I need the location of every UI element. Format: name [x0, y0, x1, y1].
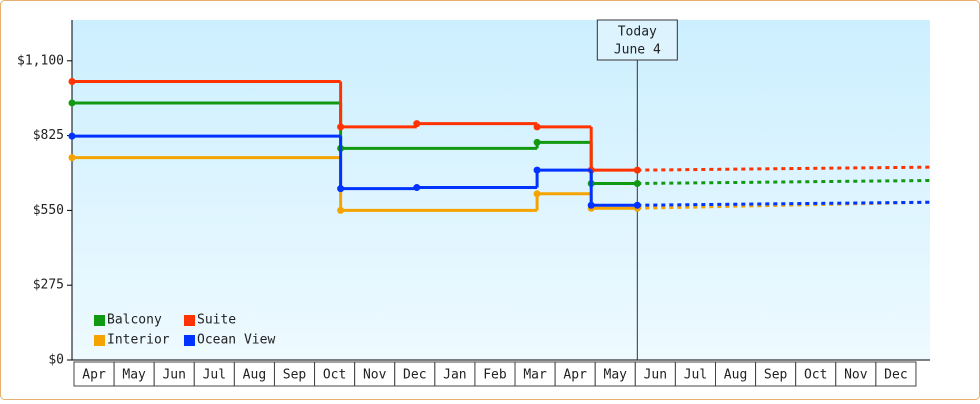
x-tick-label: May — [122, 368, 146, 383]
x-tick-label: Sep — [764, 368, 788, 383]
x-tick-cell — [113, 361, 155, 387]
price-point — [413, 184, 421, 192]
x-tick-label: Dec — [403, 368, 426, 383]
legend-label: Interior — [107, 333, 170, 348]
x-tick-cell — [594, 361, 636, 387]
x-tick-cell — [153, 361, 195, 387]
x-tick-label: Apr — [563, 368, 587, 383]
legend-label: Ocean View — [197, 333, 275, 348]
x-tick-cell — [835, 361, 877, 387]
y-tick-label: $550 — [33, 203, 64, 218]
legend-swatch — [94, 335, 105, 346]
legend-swatch — [184, 335, 195, 346]
x-tick-cell — [314, 361, 356, 387]
x-tick-label: Nov — [363, 368, 387, 383]
forecast-line — [637, 178, 931, 185]
plot-area — [72, 20, 930, 360]
price-point — [587, 201, 595, 209]
x-tick-label: Sep — [283, 368, 307, 383]
x-tick-cell — [714, 361, 757, 387]
x-tick-label: Apr — [82, 368, 106, 383]
x-tick-label: Nov — [844, 368, 868, 383]
x-tick-label: Aug — [724, 368, 747, 383]
legend-label: Balcony — [107, 313, 162, 328]
price-point — [413, 120, 421, 128]
forecast-line — [637, 165, 931, 172]
x-tick-label: Jul — [203, 368, 226, 383]
x-tick-cell — [674, 361, 716, 387]
forecast-line — [637, 200, 931, 207]
x-tick-cell — [273, 361, 316, 387]
x-tick-cell — [875, 361, 917, 387]
legend-swatch — [94, 315, 105, 326]
today-label: Today — [618, 25, 657, 40]
price-point — [533, 190, 541, 198]
x-tick-cell — [354, 361, 396, 387]
price-point — [337, 123, 345, 131]
legend-label: Suite — [197, 313, 236, 328]
x-tick-label: Oct — [323, 368, 346, 383]
y-tick-label: $275 — [33, 278, 64, 293]
y-tick-label: $1,100 — [17, 53, 64, 68]
x-tick-cell — [795, 361, 837, 387]
x-tick-label: Dec — [884, 368, 907, 383]
y-tick-label: $825 — [33, 128, 64, 143]
price-point — [68, 99, 76, 107]
price-point — [533, 138, 541, 146]
x-tick-label: Feb — [483, 368, 507, 383]
x-tick-cell — [434, 361, 476, 387]
x-tick-label: Jun — [162, 368, 185, 383]
x-tick-cell — [394, 361, 436, 387]
x-tick-cell — [193, 361, 235, 387]
y-tick-label: $0 — [48, 353, 64, 368]
x-tick-cell — [233, 361, 275, 387]
price-point — [68, 77, 76, 85]
price-point — [533, 166, 541, 174]
today-label: June 4 — [614, 43, 661, 58]
price-point — [337, 206, 345, 214]
x-tick-label: May — [604, 368, 628, 383]
price-point — [533, 123, 541, 131]
x-tick-label: Oct — [804, 368, 827, 383]
x-tick-label: Jan — [443, 368, 466, 383]
x-tick-label: Jun — [644, 368, 667, 383]
x-tick-label: Aug — [243, 368, 266, 383]
x-tick-label: Jul — [684, 368, 707, 383]
x-tick-cell — [755, 361, 797, 387]
legend-swatch — [184, 315, 195, 326]
price-point — [68, 154, 76, 162]
x-tick-cell — [474, 361, 516, 387]
x-tick-label: Mar — [523, 368, 547, 383]
price-point — [337, 185, 345, 193]
price-point — [68, 132, 76, 140]
today-box — [596, 19, 678, 61]
x-tick-cell — [634, 361, 676, 387]
